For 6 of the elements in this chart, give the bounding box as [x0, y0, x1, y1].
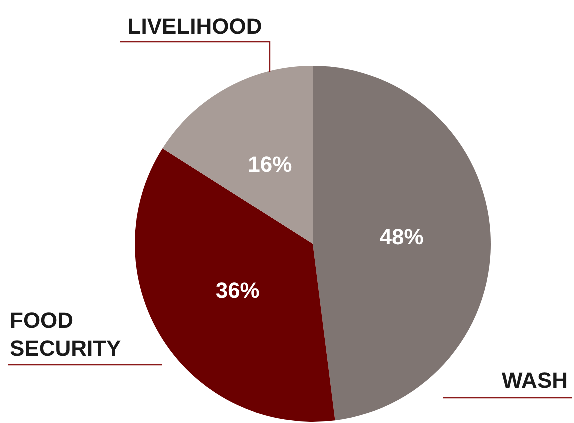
slice-label: FOOD SECURITY — [10, 308, 122, 362]
slice-label: LIVELIHOOD — [128, 14, 262, 40]
data-label: 16% — [248, 152, 292, 178]
slice-label: WASH — [502, 368, 568, 394]
data-label: 36% — [216, 278, 260, 303]
data-label: 48% — [380, 224, 424, 250]
